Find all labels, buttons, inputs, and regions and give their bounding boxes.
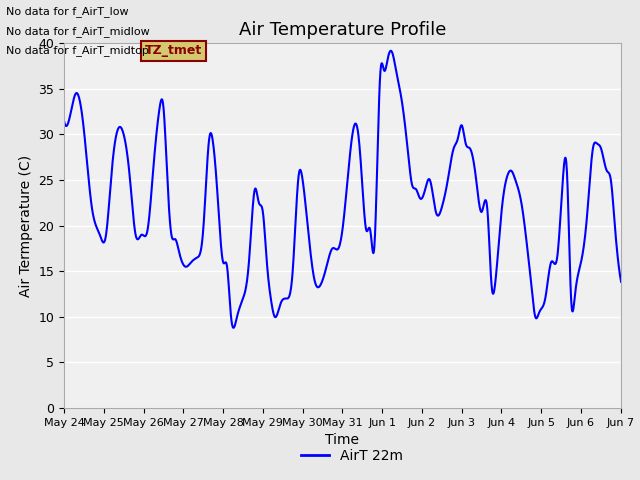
Text: No data for f_AirT_midlow: No data for f_AirT_midlow <box>6 25 150 36</box>
Text: TZ_tmet: TZ_tmet <box>145 44 202 57</box>
X-axis label: Time: Time <box>325 433 360 447</box>
Text: No data for f_AirT_midtop: No data for f_AirT_midtop <box>6 45 149 56</box>
Y-axis label: Air Termperature (C): Air Termperature (C) <box>19 155 33 297</box>
Text: No data for f_AirT_low: No data for f_AirT_low <box>6 6 129 17</box>
Legend: AirT 22m: AirT 22m <box>296 443 408 468</box>
Title: Air Temperature Profile: Air Temperature Profile <box>239 21 446 39</box>
